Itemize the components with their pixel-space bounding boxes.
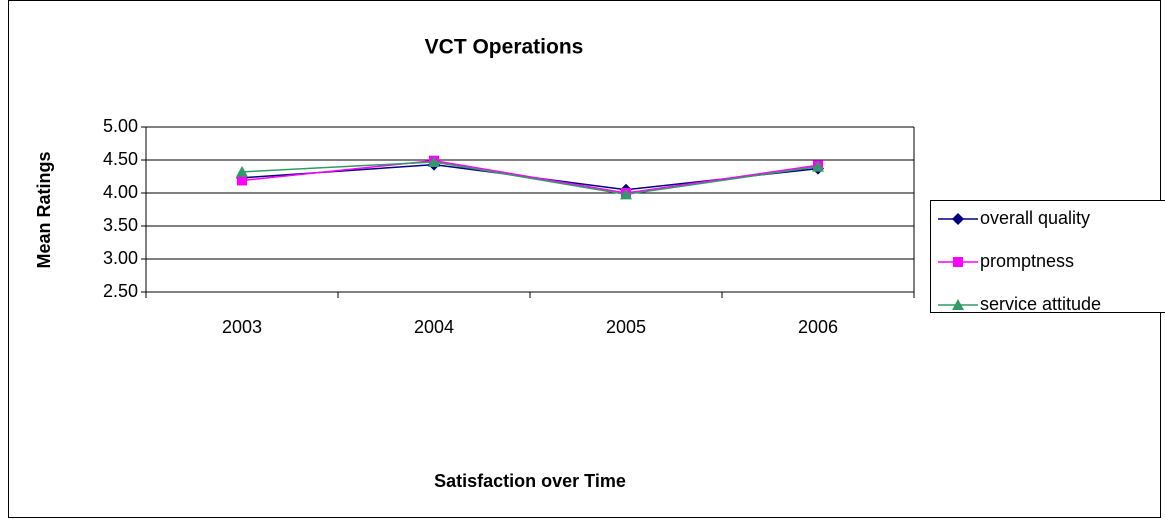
chart-title: VCT Operations xyxy=(425,36,584,59)
series-line xyxy=(241,161,819,196)
x-tick-label: 2004 xyxy=(414,317,454,337)
x-axis-label: Satisfaction over Time xyxy=(434,471,626,491)
legend-label: service attitude xyxy=(980,294,1101,314)
marker xyxy=(620,188,632,200)
marker xyxy=(237,175,247,186)
marker xyxy=(428,155,440,167)
marker xyxy=(952,213,964,225)
marker xyxy=(953,257,963,267)
marker xyxy=(812,160,824,172)
legend-label: promptness xyxy=(980,251,1074,271)
series-line xyxy=(241,159,819,194)
y-tick-label: 4.00 xyxy=(103,182,138,202)
marker xyxy=(952,299,964,310)
marker xyxy=(236,165,248,177)
y-tick-label: 2.50 xyxy=(103,281,138,301)
legend-label: overall quality xyxy=(980,208,1090,228)
y-tick-label: 3.50 xyxy=(103,215,138,235)
x-tick-label: 2003 xyxy=(222,317,262,337)
x-tick-label: 2005 xyxy=(606,317,646,337)
y-tick-label: 5.00 xyxy=(103,116,138,136)
y-axis-label: Mean Ratings xyxy=(34,151,54,268)
y-tick-label: 3.00 xyxy=(103,248,138,268)
x-tick-label: 2006 xyxy=(798,317,838,337)
y-tick-label: 4.50 xyxy=(103,149,138,169)
